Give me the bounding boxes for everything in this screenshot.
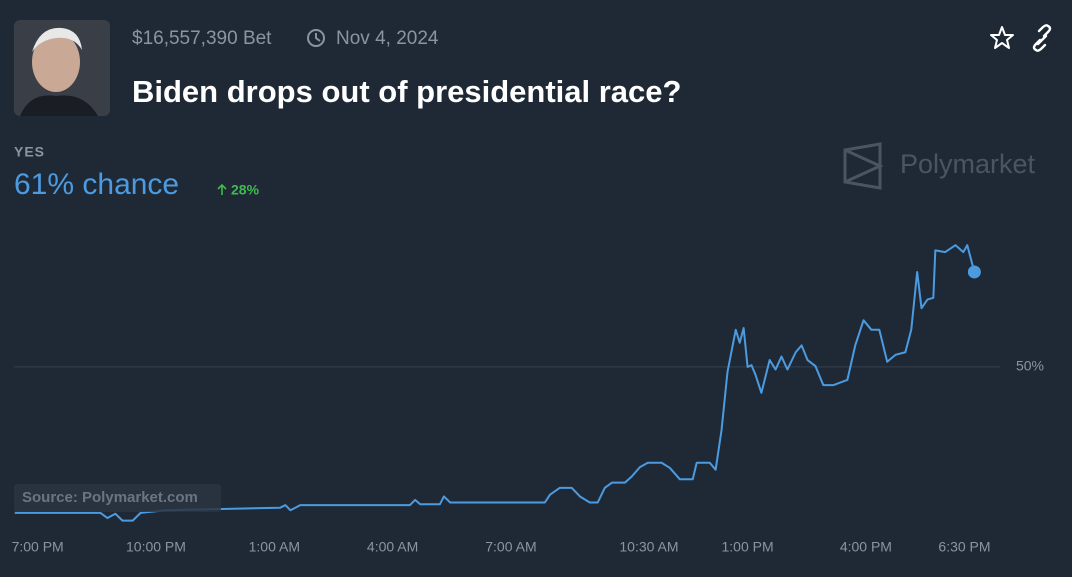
market-title: Biden drops out of presidential race? — [132, 74, 681, 109]
x-tick-label: 4:00 AM — [367, 539, 418, 555]
x-tick-label: 10:00 PM — [126, 539, 186, 555]
market-image — [14, 20, 110, 116]
outcome-label: YES — [14, 144, 45, 160]
source-box — [14, 484, 221, 512]
star-button[interactable] — [990, 26, 1014, 49]
x-tick-label: 10:30 AM — [619, 539, 678, 555]
x-tick-label: 6:30 PM — [938, 539, 990, 555]
end-date: Nov 4, 2024 — [336, 28, 439, 49]
chance-label: 61% chance — [14, 168, 179, 201]
price-line — [14, 244, 976, 522]
brand-name: Polymarket — [900, 149, 1036, 179]
clock-icon — [307, 29, 325, 47]
x-tick-label: 4:00 PM — [840, 539, 892, 555]
x-tick-label: 7:00 PM — [12, 539, 64, 555]
x-tick-label: 1:00 AM — [249, 539, 300, 555]
source-label: Source: Polymarket.com — [22, 489, 198, 506]
brand-logo — [843, 142, 884, 190]
y-tick-label: 50% — [1016, 358, 1044, 374]
link-button[interactable] — [1032, 24, 1052, 52]
end-marker — [967, 265, 981, 279]
x-tick-label: 7:00 AM — [485, 539, 536, 555]
change-label: 28% — [231, 182, 260, 198]
x-tick-label: 1:00 PM — [722, 539, 774, 555]
change-arrow — [217, 183, 227, 195]
plot: 50% 7:00 PM 10:00 PM 1:00 AM 4:00 AM 7:00 AM 1… — [12, 244, 1044, 555]
bet-volume: $16,557,390 Bet — [132, 28, 272, 49]
